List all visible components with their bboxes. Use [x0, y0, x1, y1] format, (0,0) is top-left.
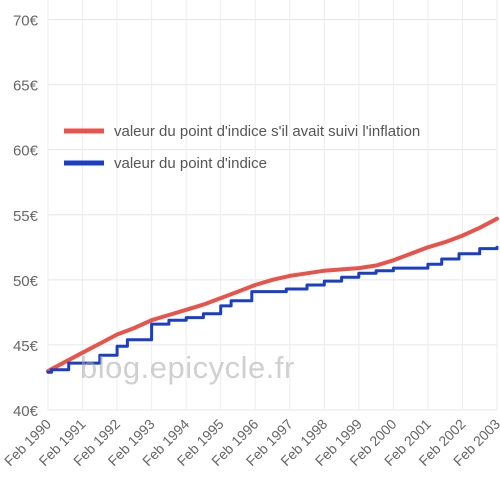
legend-label: valeur du point d'indice — [114, 155, 267, 172]
legend: valeur du point d'indice s'il avait suiv… — [64, 123, 420, 172]
y-tick-label: 70€ — [13, 13, 39, 30]
watermark-text: blog.epicycle.fr — [80, 350, 295, 385]
inflation-series-line — [46, 216, 499, 373]
y-tick-label: 65€ — [13, 78, 39, 95]
y-tick-label: 45€ — [13, 338, 39, 355]
legend-label: valeur du point d'indice s'il avait suiv… — [114, 123, 420, 140]
y-tick-label: 40€ — [13, 403, 39, 420]
series-lines — [46, 216, 499, 374]
y-tick-label: 55€ — [13, 208, 39, 225]
y-axis-tick-labels: 40€ 45€ 50€ 55€ 60€ 65€ 70€ — [13, 13, 39, 420]
index-point-series-line — [46, 245, 499, 374]
grid-lines — [47, 0, 498, 411]
y-tick-label: 60€ — [13, 143, 39, 160]
y-tick-label: 50€ — [13, 273, 39, 290]
